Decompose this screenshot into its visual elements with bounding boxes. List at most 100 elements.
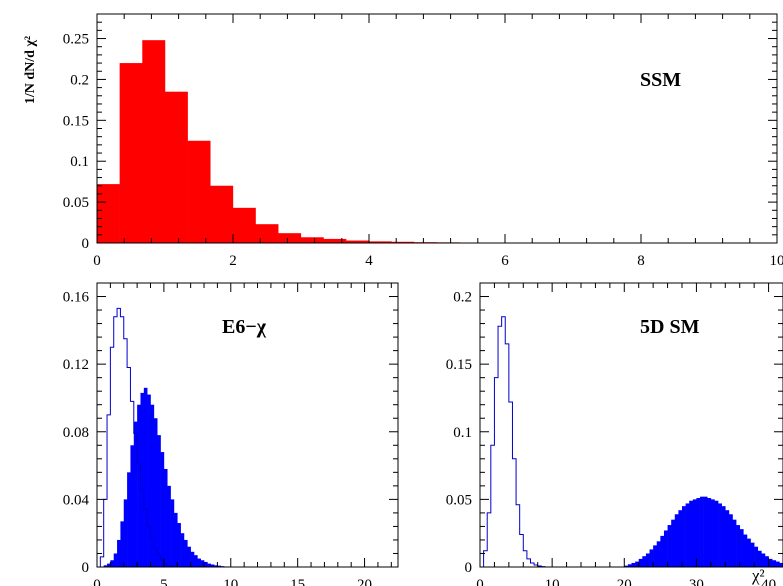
e6-chi-bar-0-29	[193, 555, 198, 567]
ssm-y-tick-label: 0.15	[63, 113, 89, 129]
5d-sm-x-tick-label: 20	[617, 577, 632, 586]
panel-5d-sm: 0 10 20 30 40 0 0.05 0.1 0.15 0.2 5D SM χ²	[446, 282, 783, 586]
5d-sm-bar-0-26	[718, 503, 722, 567]
ssm-y-tick-label: 0	[82, 236, 90, 252]
5d-sm-bar-0-2	[631, 562, 636, 567]
e6-chi-bar-0-22	[170, 499, 175, 567]
e6-chi-bar-0-10	[130, 445, 135, 567]
5d-sm-bar-0-29	[728, 514, 733, 567]
5d-sm-bar-0-30	[732, 519, 737, 567]
ssm-x-tick-label: 6	[501, 253, 509, 269]
e6-chi-bar-0-18	[157, 435, 161, 567]
5d-sm-y-tick-label: 0.15	[446, 357, 472, 373]
5d-sm-bar-0-1	[627, 564, 632, 567]
5d-sm-bar-0-7	[649, 549, 654, 567]
5d-sm-bar-0-9	[656, 541, 661, 567]
5d-sm-bar-0-13	[671, 519, 676, 567]
e6-chi-bar-0-15	[147, 394, 151, 567]
5d-sm-bar-0-23	[707, 498, 712, 567]
5d-sm-bar-0-27	[721, 506, 726, 567]
e6-chi-x-tick-label: 15	[290, 577, 305, 586]
e6-chi-bar-0-19	[160, 452, 165, 567]
5d-sm-x-tick-label: 10	[545, 577, 560, 586]
e6-chi-x-tick-label: 10	[223, 577, 238, 586]
ssm-bar-0-3	[164, 91, 188, 243]
e6-chi-bar-0-36	[217, 565, 222, 567]
ssm-ticks: 0 2 4 6 8 10 0 0.05 0.1 0.15 0.2 0.25	[63, 13, 783, 269]
5d-sm-bar-0-40	[768, 558, 773, 567]
5d-sm-bar-0-0	[624, 565, 629, 567]
e6-chi-bar-0-34	[210, 564, 215, 567]
5d-sm-y-tick-label: 0	[465, 560, 473, 576]
panel-e6-chi: 0 5 10 15 20 0 0.04 0.08 0.12 0.16 E6−χ	[63, 282, 399, 586]
e6-chi-x-tick-label: 20	[357, 577, 372, 586]
e6-chi-bar-0-24	[177, 523, 181, 567]
e6-chi-y-tick-label: 0.08	[63, 425, 89, 441]
5d-sm-bar-0-34	[746, 538, 751, 567]
5d-sm-bar-0-10	[660, 535, 665, 567]
5d-sm-bar-0-24	[710, 499, 715, 567]
e6-chi-y-tick-label: 0.04	[63, 492, 90, 508]
5d-sm-ticks: 0 10 20 30 40 0 0.05 0.1 0.15 0.2	[446, 282, 783, 586]
5d-sm-bar-0-4	[638, 558, 643, 567]
ssm-bar-0-6	[232, 207, 256, 243]
ssm-bar-0-7	[255, 224, 279, 243]
5d-sm-bar-0-37	[757, 550, 762, 567]
e6-chi-bar-0-4	[110, 560, 115, 567]
e6-chi-bar-0-16	[150, 404, 155, 567]
5d-sm-bar-0-31	[736, 525, 741, 567]
ssm-bar-0-4	[187, 140, 211, 243]
ssm-y-axis-label: 1/N dN/d χ²	[23, 36, 38, 104]
e6-chi-x-tick-label: 0	[93, 577, 101, 586]
ssm-bar-0-9	[300, 237, 324, 243]
e6-chi-bar-0-13	[140, 392, 145, 567]
5d-sm-bar-0-33	[743, 534, 748, 567]
e6-chi-bar-0-32	[204, 561, 208, 567]
5d-sm-y-tick-label: 0.2	[453, 290, 472, 306]
5d-sm-bar-0-43	[779, 562, 783, 567]
e6-chi-title: E6−χ	[222, 316, 267, 338]
e6-chi-x-tick-label: 5	[160, 577, 168, 586]
ssm-x-tick-label: 0	[93, 253, 101, 269]
ssm-bar-0-10	[323, 238, 347, 243]
ssm-bar-0-8	[278, 233, 302, 243]
ssm-bar-0-11	[346, 240, 370, 243]
e6-chi-bar-0-11	[133, 421, 138, 567]
5d-sm-bar-0-14	[674, 514, 679, 567]
ssm-bar-0-2	[142, 40, 166, 243]
5d-sm-bar-0-3	[635, 561, 640, 567]
ssm-x-tick-label: 10	[770, 253, 783, 269]
e6-chi-bar-0-33	[207, 563, 212, 567]
ssm-y-tick-label: 0.1	[70, 154, 89, 170]
ssm-bar-0-0	[97, 184, 120, 243]
e6-chi-bar-0-26	[183, 539, 188, 567]
ssm-x-tick-label: 8	[637, 253, 645, 269]
5d-sm-x-tick-label: 0	[476, 577, 484, 586]
5d-sm-bar-0-11	[663, 530, 668, 567]
5d-sm-bar-0-6	[645, 553, 650, 567]
ssm-x-tick-label: 4	[365, 253, 373, 269]
ssm-histogram	[97, 40, 777, 243]
e6-chi-bar-0-14	[143, 387, 148, 567]
5d-sm-bar-0-17	[685, 503, 690, 567]
e6-chi-bar-0-2	[103, 565, 108, 567]
5d-sm-x-tick-label: 40	[761, 577, 776, 586]
e6-chi-bar-0-27	[187, 546, 191, 567]
5d-sm-y-tick-label: 0.05	[446, 492, 472, 508]
e6-chi-bar-0-9	[127, 472, 131, 567]
5d-sm-x-tick-label: 30	[689, 577, 704, 586]
e6-chi-bar-0-6	[117, 539, 121, 567]
e6-chi-bar-0-28	[190, 551, 195, 567]
5d-sm-bar-0-39	[764, 556, 769, 567]
5d-sm-bar-0-32	[739, 529, 744, 567]
5d-sm-plot-frame	[479, 282, 783, 568]
ssm-bar-0-12	[368, 241, 392, 243]
e6-chi-outline-histogram	[97, 307, 175, 567]
e6-chi-bar-0-23	[173, 512, 178, 567]
e6-chi-bar-0-17	[153, 418, 158, 567]
e6-chi-bar-0-7	[120, 521, 125, 567]
ssm-bar-0-5	[210, 185, 234, 243]
e6-chi-y-tick-label: 0	[82, 560, 90, 576]
5d-sm-bar-0-8	[653, 545, 658, 567]
